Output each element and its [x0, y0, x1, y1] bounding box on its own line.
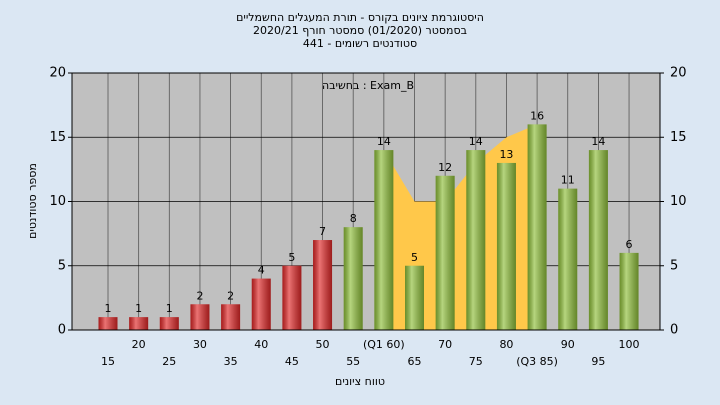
- bar-shade: [496, 162, 516, 330]
- y2-tick-label: 0: [670, 323, 678, 338]
- x-tick-label: 20: [132, 338, 146, 351]
- x-tick-label: (Q3 85): [516, 355, 558, 368]
- y2-tick-label: 10: [670, 194, 687, 209]
- data-label: 11: [561, 174, 575, 187]
- y2-tick-label: 5: [670, 258, 678, 273]
- data-label: 5: [411, 251, 418, 264]
- bar-shade: [558, 188, 578, 330]
- x-tick-label: 15: [101, 355, 115, 368]
- data-label: 1: [135, 302, 142, 315]
- x-tick-label: 30: [193, 338, 207, 351]
- bar-shade: [527, 124, 547, 331]
- y-tick-label: 20: [49, 66, 66, 81]
- data-label: 8: [350, 212, 357, 225]
- bar-shade: [313, 240, 333, 330]
- data-label: 2: [227, 289, 234, 302]
- bar-shade: [466, 150, 486, 330]
- y-tick-label: 15: [49, 130, 66, 145]
- x-tick-label: 55: [346, 355, 360, 368]
- bar-shade: [588, 150, 608, 330]
- data-label: 5: [288, 251, 295, 264]
- x-tick-label: 100: [619, 338, 640, 351]
- bar-shade: [221, 304, 241, 330]
- data-label: 4: [258, 264, 265, 277]
- y2-tick-label: 15: [670, 130, 687, 145]
- chart-subtitle: סטודנטים רשומים - 441: [303, 37, 417, 50]
- x-tick-label: 90: [561, 338, 575, 351]
- x-tick-label: 80: [499, 338, 513, 351]
- x-tick-label: 75: [469, 355, 483, 368]
- bar-shade: [619, 252, 639, 330]
- x-tick-label: 45: [285, 355, 299, 368]
- x-tick-label: 50: [316, 338, 330, 351]
- bar-shade: [374, 150, 394, 330]
- x-tick-label: 35: [224, 355, 238, 368]
- data-label: 7: [319, 225, 326, 238]
- bar-shade: [282, 265, 302, 330]
- x-axis-label: טווח ציונים: [335, 375, 385, 388]
- chart-subtitle: בסמסטר (01/2020) סמסטר חורף 2020/21: [253, 24, 467, 37]
- data-label: 1: [105, 302, 112, 315]
- bar-shade: [98, 317, 118, 330]
- y-axis-label: מספר סטודנטים: [26, 163, 39, 239]
- bar-shade: [159, 317, 179, 330]
- x-tick-label: 95: [591, 355, 605, 368]
- x-tick-label: 70: [438, 338, 452, 351]
- plot-border: [71, 72, 661, 331]
- bar-shade: [129, 317, 149, 330]
- data-label: 14: [377, 135, 391, 148]
- data-label: 6: [626, 238, 633, 251]
- x-tick-label: 25: [162, 355, 176, 368]
- data-label: 14: [591, 135, 605, 148]
- y-tick-label: 0: [58, 323, 66, 338]
- bar-shade: [435, 175, 455, 330]
- y-tick-label: 10: [49, 194, 66, 209]
- data-label: 13: [499, 148, 513, 161]
- bar-shade: [251, 278, 271, 330]
- bar-shade: [343, 227, 363, 330]
- x-tick-label: 65: [408, 355, 422, 368]
- y2-tick-label: 20: [670, 66, 687, 81]
- data-label: 1: [166, 302, 173, 315]
- x-tick-label: 40: [254, 338, 268, 351]
- y-tick-label: 5: [58, 258, 66, 273]
- data-label: 12: [438, 161, 452, 174]
- annotation: בחשיבה : Exam_B: [322, 79, 414, 92]
- data-label: 16: [530, 109, 544, 122]
- bar-shade: [405, 265, 424, 330]
- chart-title: היסטוגרמת ציונים בקורס - תורת המעגלים הח…: [236, 11, 484, 24]
- data-label: 2: [196, 289, 203, 302]
- bar-shade: [190, 304, 210, 330]
- x-tick-label: (Q1 60): [363, 338, 405, 351]
- data-label: 14: [469, 135, 483, 148]
